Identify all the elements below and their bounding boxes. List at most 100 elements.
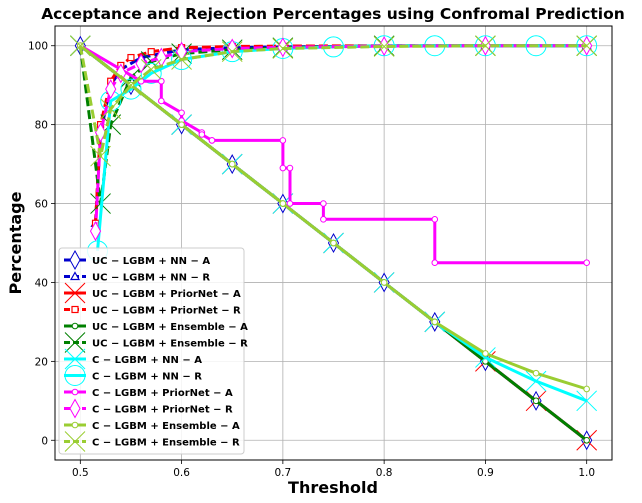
data-point (198, 131, 206, 138)
data-point (583, 436, 590, 444)
data-point (330, 239, 337, 247)
data-point (373, 36, 395, 57)
legend-item: UC − LGBM + NN − R (64, 271, 210, 284)
legend-label: C − LGBM + PriorNet − R (92, 405, 233, 416)
data-point (90, 145, 111, 167)
data-point (279, 164, 287, 172)
x-tick-label: 0.9 (477, 467, 494, 479)
legend-item: C − LGBM + PriorNet − R (64, 398, 233, 419)
legend: UC − LGBM + NN − A UC − LGBM + NN − R UC −… (58, 247, 248, 455)
data-point (178, 109, 185, 117)
y-axis-ticks: 0 20 40 60 80 100 (28, 41, 55, 447)
data-point (279, 200, 287, 207)
data-point (320, 216, 327, 223)
data-point (431, 259, 439, 267)
legend-marker (64, 431, 86, 452)
data-point (272, 38, 294, 59)
y-tick-label: 40 (35, 277, 48, 289)
series-7 (87, 35, 598, 262)
series-line (94, 44, 587, 224)
data-point (286, 200, 294, 207)
chart-title: Acceptance and Rejection Percentages usi… (41, 5, 625, 23)
data-point (576, 390, 598, 412)
legend-label: UC − LGBM + Ensemble − R (92, 339, 248, 350)
data-point (583, 385, 590, 393)
legend-item: UC − LGBM + PriorNet − A (64, 282, 241, 304)
data-point (431, 216, 439, 223)
legend-marker (69, 249, 81, 271)
data-point (532, 369, 540, 377)
data-point (226, 38, 238, 59)
data-point (228, 160, 236, 168)
x-tick-label: 0.8 (376, 467, 393, 479)
data-point (140, 62, 162, 84)
data-point (127, 53, 135, 62)
data-point (279, 137, 287, 144)
x-tick-label: 0.6 (173, 467, 190, 479)
legend-item: C − LGBM + Ensemble − A (64, 421, 240, 432)
legend-label: C − LGBM + Ensemble − A (92, 421, 240, 432)
legend-item: C − LGBM + PriorNet − A (64, 388, 233, 399)
legend-marker (69, 398, 81, 419)
legend-item: UC − LGBM + NN − A (64, 249, 210, 271)
y-tick-label: 100 (28, 41, 48, 53)
legend-marker (71, 421, 79, 429)
data-point (320, 200, 327, 207)
data-point (89, 221, 102, 242)
series-11 (69, 35, 598, 167)
legend-item: UC − LGBM + PriorNet − R (64, 306, 241, 317)
data-point (482, 350, 489, 357)
legend-marker (69, 271, 81, 281)
data-point (158, 97, 165, 105)
y-axis-label: Percentage (6, 191, 25, 294)
y-tick-label: 60 (35, 199, 48, 211)
data-point (120, 78, 142, 100)
legend-label: UC − LGBM + PriorNet − A (92, 289, 241, 300)
legend-marker (71, 322, 79, 330)
y-tick-label: 80 (35, 120, 48, 132)
x-tick-label: 1.0 (578, 467, 595, 479)
x-axis-label: Threshold (288, 478, 378, 497)
data-point (380, 279, 388, 286)
legend-label: UC − LGBM + NN − R (92, 273, 210, 284)
series-1 (90, 40, 592, 227)
series-line (79, 44, 587, 265)
legend-marker (71, 305, 79, 314)
series-layer (69, 35, 598, 451)
legend-label: C − LGBM + Ensemble − R (92, 438, 240, 449)
legend-label: C − LGBM + NN − R (92, 372, 202, 383)
data-point (532, 397, 540, 405)
data-point (105, 79, 117, 100)
legend-item: C − LGBM + NN − R (64, 365, 202, 386)
legend-item: C − LGBM + Ensemble − R (64, 431, 240, 452)
data-point (286, 164, 294, 172)
data-point (576, 35, 598, 57)
legend-label: UC − LGBM + PriorNet − R (92, 306, 241, 317)
series-8 (77, 42, 590, 267)
data-point (147, 48, 155, 56)
data-point (583, 259, 590, 267)
series-10 (77, 42, 590, 393)
plot-frame (54, 25, 613, 461)
legend-item: C − LGBM + NN − A (64, 348, 202, 370)
legend-label: UC − LGBM + Ensemble − A (92, 322, 248, 333)
legend-label: C − LGBM + NN − A (92, 355, 202, 366)
legend-marker (64, 332, 86, 353)
legend-label: UC − LGBM + NN − A (92, 256, 210, 267)
data-point (140, 59, 162, 80)
data-point (135, 53, 147, 74)
legend-marker (71, 388, 79, 396)
data-point (208, 137, 216, 144)
data-point (171, 49, 192, 70)
series-line (78, 44, 587, 158)
x-tick-label: 0.5 (72, 467, 89, 479)
data-point (475, 35, 496, 57)
y-tick-label: 0 (41, 435, 48, 447)
legend-item: UC − LGBM + Ensemble − R (64, 332, 248, 353)
legend-marker (64, 348, 86, 370)
y-tick-label: 20 (35, 356, 48, 368)
data-point (100, 98, 122, 120)
series-3 (91, 42, 591, 227)
data-point (69, 35, 91, 57)
